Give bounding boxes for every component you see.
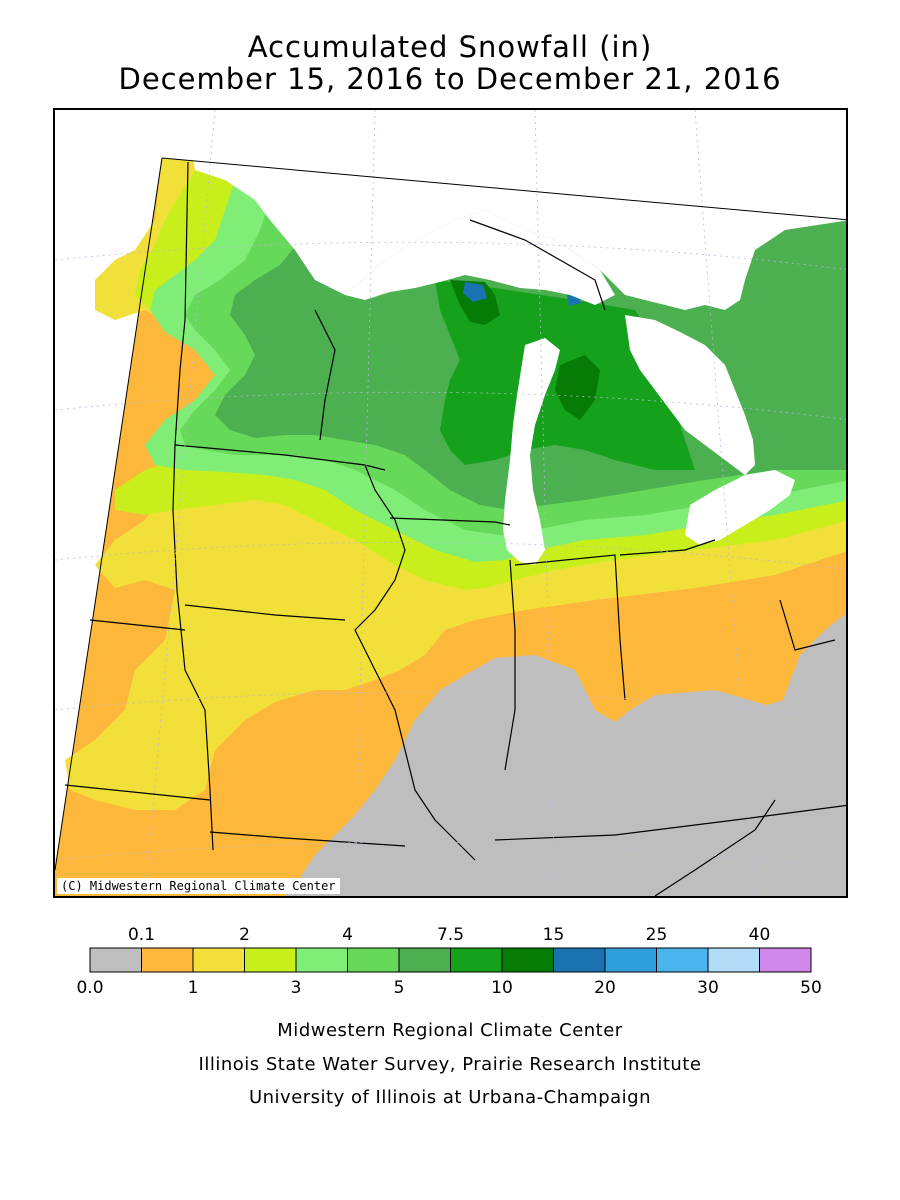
state-borders (64, 161, 846, 896)
map-title: Accumulated Snowfall (in) (247, 30, 653, 64)
footer-agency: Illinois State Water Survey, Prairie Res… (198, 1054, 702, 1075)
legend-swatch (604, 947, 657, 973)
footer-university: University of Illinois at Urbana-Champai… (248, 1087, 652, 1108)
legend-top-label: 25 (646, 925, 668, 945)
legend-top-labels: 0.1 2 4 7.5 15 25 40 (128, 925, 770, 945)
legend-swatch (656, 947, 709, 973)
legend-bottom-label: 3 (291, 978, 302, 998)
border-line (89, 619, 186, 631)
projection-edge (55, 157, 163, 871)
footer-org: Midwestern Regional Climate Center (277, 1020, 623, 1041)
snow-zone-15-20 (463, 282, 581, 306)
map-date-range: December 15, 2016 to December 21, 2016 (118, 62, 782, 96)
legend-top-label: 4 (342, 925, 353, 945)
legend-bottom-label: 1 (188, 978, 199, 998)
graticule-line (55, 241, 846, 270)
legend-swatch (141, 947, 194, 973)
legend-bottom-labels: 0.0 1 3 5 10 20 30 50 (76, 978, 821, 998)
border-line (174, 444, 386, 471)
legend-top-label: 0.1 (128, 925, 155, 945)
color-legend: 0.1 2 4 7.5 15 25 40 0.0 1 3 5 10 20 30 50 (76, 925, 821, 998)
border-line (619, 539, 716, 556)
border-line (779, 599, 836, 651)
legend-top-label: 2 (239, 925, 250, 945)
lake-erie (685, 470, 795, 545)
legend-swatch (295, 947, 348, 973)
border-line (504, 559, 516, 771)
legend-swatch (450, 947, 503, 973)
legend-top-label: 7.5 (437, 925, 464, 945)
legend-bottom-label: 20 (594, 978, 616, 998)
lake-superior (345, 210, 615, 305)
legend-swatch (89, 947, 142, 973)
legend-bottom-label: 5 (394, 978, 405, 998)
border-line (314, 309, 336, 441)
legend-swatch (347, 947, 400, 973)
border-line (654, 799, 776, 896)
legend-top-label: 15 (543, 925, 565, 945)
legend-swatch (759, 947, 812, 973)
graticule-line (55, 391, 846, 420)
border-line (64, 784, 211, 801)
lake-huron (625, 315, 755, 475)
legend-bottom-label: 50 (800, 978, 822, 998)
graticule-line (534, 110, 556, 896)
border-line (469, 219, 606, 311)
legend-bottom-label: 0.0 (76, 978, 103, 998)
graticule (55, 110, 846, 896)
graticule-line (354, 110, 376, 896)
border-line (389, 517, 511, 526)
legend-swatch (244, 947, 297, 973)
border-line (354, 464, 476, 861)
legend-swatches (89, 947, 812, 973)
legend-swatch (192, 947, 245, 973)
border-line (209, 831, 406, 847)
snow-zone-10-15 (450, 280, 600, 420)
legend-swatch (398, 947, 451, 973)
graticule-line (55, 841, 846, 870)
legend-swatch (553, 947, 606, 973)
border-line (514, 554, 626, 701)
legend-bottom-label: 30 (697, 978, 719, 998)
legend-bottom-label: 10 (491, 978, 513, 998)
border-line (184, 604, 346, 621)
border-line (494, 804, 846, 841)
map-credit: (C) Midwestern Regional Climate Center (57, 878, 340, 894)
lake-michigan (503, 338, 560, 565)
legend-top-label: 40 (749, 925, 771, 945)
snowfall-map: (C) Midwestern Regional Climate Center (53, 108, 848, 898)
projection-edge (161, 157, 846, 221)
graticule-line (55, 541, 846, 570)
legend-swatch (501, 947, 554, 973)
graticule-line (55, 691, 846, 720)
snowfall-map-canvas (55, 110, 846, 896)
canada-north-white (185, 110, 846, 310)
legend-swatch (707, 947, 760, 973)
